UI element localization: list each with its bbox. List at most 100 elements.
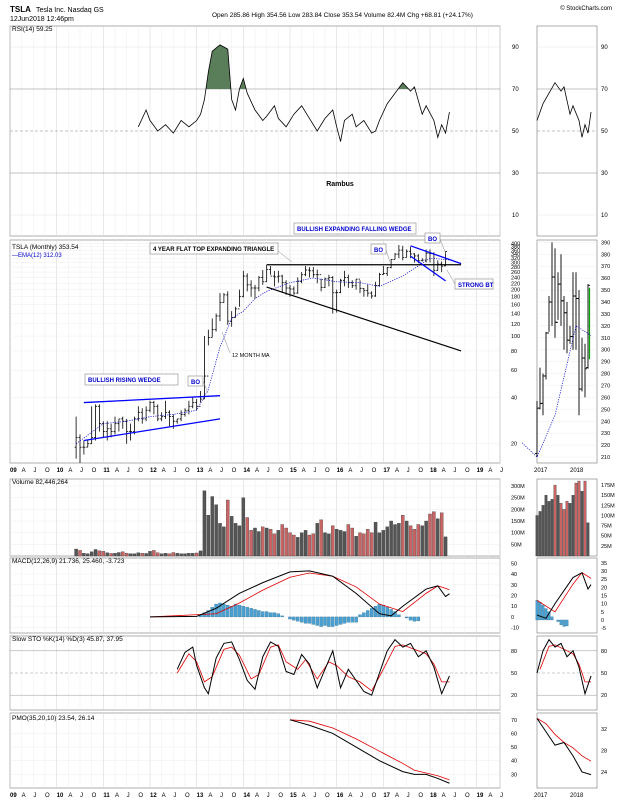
zoom-pmo-line [536,718,592,776]
x-tick-label: 11 [103,468,110,474]
macd-histogram-bar [280,615,284,618]
macd-histogram-bar [229,606,234,618]
x-tick-label: O [45,468,50,474]
zoom-sto-k-line [536,638,592,696]
price-tick-label: 260 [511,270,520,276]
volume-bar [369,532,374,557]
price-label: TSLA (Monthly) 353.54 [12,244,79,251]
price-tick-label: 380 [511,245,520,251]
volume-bar [346,524,351,557]
plot-layer [74,44,592,784]
volume-bar [315,523,319,557]
x-tick-label: 19 [477,468,484,474]
zoom-price-tick-label: 390 [601,240,610,246]
rsi-tick-label: 70 [512,87,519,93]
pmo-tick-label: 60 [511,731,517,737]
company-name: Tesla Inc. Nasdaq GS [36,7,104,14]
volume-bar [113,553,117,557]
volume-bar [194,552,199,557]
zoom-volume-tick-label: 75M [601,524,612,530]
bottom-x-tick-label: 09 [10,793,17,799]
volume-bar [354,536,358,557]
chart-date: 12Jun2018 12:46pm [10,16,74,23]
volume-bar [206,515,211,557]
volume-bar [385,526,389,557]
price-tick-label: 340 [511,252,520,258]
zoom-macd-histogram-bar [535,600,539,621]
volume-bar [233,523,238,557]
macd-histogram-bar [412,616,417,622]
volume-bar [132,553,137,557]
zoom-pmo-signal-line [536,718,592,762]
zoom-macd-histogram-bar [550,616,554,621]
macd-histogram-bar [350,616,354,623]
volume-bar [187,553,191,557]
volume-bar [171,552,176,557]
macd-histogram-bar [311,616,316,625]
bottom-x-tick-label: A [488,793,492,799]
rising-wedge-upper-line [83,395,221,404]
bottom-x-tick-label: J [360,793,363,799]
sto-tick-label: 80 [511,649,517,655]
zoom-volume-bar [547,501,551,557]
bottom-x-tick-label: J [453,793,456,799]
volume-bar [198,550,203,557]
zoom-volume-tick-label: 25M [601,544,612,550]
volume-bar [264,527,269,557]
bottom-x-tick-label: 12 [150,793,157,799]
pmo-signal-line [289,719,450,781]
x-tick-label: O [465,468,470,474]
rising-wedge-box [84,373,179,386]
bottom-x-tick-label: O [278,793,283,799]
bottom-x-tick-label: A [348,793,352,799]
zoom-price-tick-label: 230 [601,431,610,437]
zoom-pmo-tick-label: 32 [601,727,607,733]
bottom-x-tick-label: A [395,793,399,799]
zoom-sto-tick-label: 50 [601,671,607,677]
volume-bar [222,526,226,557]
macd-histogram-bar [226,604,230,618]
volume-bar [412,529,417,557]
volume-bar [303,530,308,557]
volume-bar [439,512,444,557]
x-tick-label: A [162,468,166,474]
bottom-x-tick-label: O [45,793,50,799]
volume-label: Volume 82,446,264 [12,479,68,486]
zoom-price-tick-label: 360 [601,276,610,282]
price-tick-label: 140 [511,312,520,318]
volume-bar [191,553,195,557]
price-tick-label: 120 [511,322,520,328]
strong-bt-box [454,278,494,290]
bottom-x-tick-label: J [33,793,36,799]
zoom-volume-tick-label: 150M [601,493,615,499]
volume-bar [128,553,133,557]
x-tick-label: A [442,468,446,474]
volume-bar [78,550,82,557]
x-tick-label: A [255,468,259,474]
annotations: BULLISH RISING WEDGE BO 12 MONTH MA 4 YE… [84,222,494,387]
zoom-volume-bar [559,503,563,557]
bo1-label: BO [191,380,200,386]
zoom-pmo-tick-label: 28 [601,749,607,755]
sto-k-line [176,638,450,696]
grid-layer: 09 A J O 10 A J O 11 A J O 12 A J O 13 A J O 14 A J O 15 A J O 16 A J O… [9,25,615,799]
strong-bt-pointer [446,269,456,285]
volume-bar [393,524,397,557]
falling-wedge-box [293,222,417,235]
volume-bar [109,553,113,557]
macd-tick-label: 50 [511,561,517,567]
macd-histogram-bar [323,616,327,626]
zoom-macd-tick-label: 20 [601,585,607,591]
zoom-price-tick-label: 320 [601,324,610,330]
volume-bar [280,524,284,557]
zoom-sto-tick-label: 80 [601,649,607,655]
pmo-label: PMO(35,20,10) 23.54, 26.14 [12,715,95,722]
volume-bar [366,529,370,557]
triangle-pointer [277,250,293,263]
macd-signal-line [149,572,450,618]
zoom-price-tick-label: 260 [601,395,610,401]
volume-bar [362,533,366,557]
falling-wedge-lower-line [410,255,446,282]
triangle-lower-line [266,286,462,352]
zoom-pmo-tick-label: 24 [601,770,607,776]
